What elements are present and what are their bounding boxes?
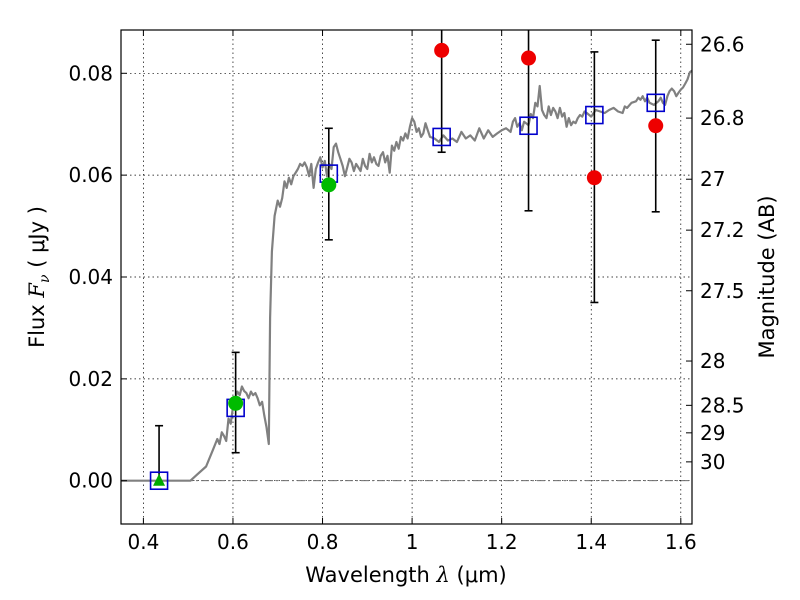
x-tick-label: 1.2 [486,530,518,554]
model-photometry-markers [149,93,666,491]
y-tick-label: 0.08 [68,61,113,85]
y-tick-label: 0.02 [68,367,113,391]
low-significance-markers [434,42,664,186]
upper-limit-markers [153,473,166,486]
x-axis-title-text: Wavelength [305,563,430,587]
low-significance-point [586,170,602,186]
x-axis-symbol: λ [436,563,450,587]
low-significance-point [521,50,537,66]
model-photometry-square [149,471,169,491]
y-tick-label: 0.00 [68,469,113,493]
x-tick-label: 1 [406,530,419,554]
y2-tick-label: 29 [700,421,725,445]
y-axis-title: Flux Fν ( μJy ) [25,206,53,348]
y2-tick-label: 26.6 [700,32,745,56]
y-tick-labels: 0.00 0.02 0.04 0.06 0.08 [68,61,113,492]
y2-tick-label: 27.5 [700,279,745,303]
y2-tick-label: 26.8 [700,106,745,130]
x-axis-title: Wavelength λ (μm) [305,563,506,587]
model-photometry-square [519,116,538,136]
y-axis-title-text: Flux [25,304,49,348]
y-axis-symbol: F [25,282,49,299]
axis-ticks [121,30,692,524]
x-tick-label: 1.4 [575,530,607,554]
model-photometry-square [585,105,604,125]
x-tick-labels: 0.4 0.6 0.8 1 1.2 1.4 1.6 [127,530,696,554]
detection-point [228,395,244,411]
x-tick-label: 1.6 [665,530,697,554]
detection-point [321,177,337,193]
y2-tick-label: 28 [700,349,725,373]
detection-markers [228,177,337,411]
low-significance-point [648,118,664,134]
y-tick-label: 0.06 [68,163,113,187]
y2-tick-labels: 26.6 26.8 27 27.2 27.5 28 28.5 29 30 [700,32,745,474]
y2-tick-label: 30 [700,450,725,474]
x-axis-unit: (μm) [457,563,507,587]
y-axis-subscript: ν [37,274,53,283]
x-tick-label: 0.8 [307,530,339,554]
y2-tick-label: 27 [700,167,725,191]
y-tick-label: 0.04 [68,265,113,289]
x-tick-label: 0.6 [217,530,249,554]
x-tick-label: 0.4 [127,530,159,554]
model-photometry-square [432,127,451,147]
model-photometry-square [646,93,666,113]
y2-tick-label: 28.5 [700,393,745,417]
model-spectrum [121,69,693,482]
y2-axis-title: Magnitude (AB) [755,195,779,358]
y2-tick-label: 27.2 [700,218,745,242]
low-significance-point [434,42,450,58]
y-axis-unit: ( μJy ) [25,206,49,268]
spectrum-line [121,69,693,482]
grid-lines [121,30,692,524]
upper-limit-triangle [153,473,166,486]
